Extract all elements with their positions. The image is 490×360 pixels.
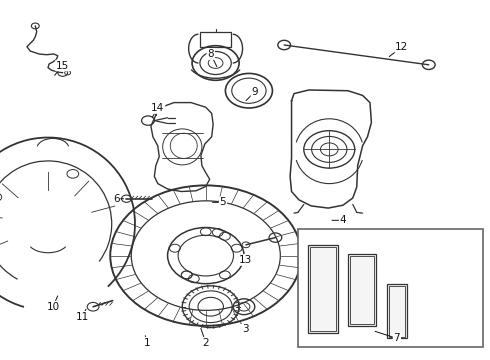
Text: 6: 6 (113, 194, 120, 204)
Bar (310, 247, 336, 331)
Text: 2: 2 (202, 338, 209, 348)
Text: 1: 1 (144, 338, 150, 348)
Text: 10: 10 (47, 302, 59, 312)
Bar (350, 256, 374, 324)
Text: 13: 13 (238, 255, 252, 265)
Bar (389, 286, 405, 337)
Text: 12: 12 (395, 42, 409, 52)
Text: 8: 8 (207, 49, 214, 59)
Text: 4: 4 (340, 215, 346, 225)
Text: 7: 7 (393, 333, 400, 343)
Bar (298, 229, 483, 347)
Bar (348, 254, 376, 326)
Bar (200, 32, 231, 47)
Text: 11: 11 (75, 312, 89, 322)
Bar (387, 284, 407, 338)
Text: 3: 3 (242, 324, 248, 334)
Text: 9: 9 (251, 87, 258, 97)
Text: 14: 14 (151, 103, 165, 113)
Bar (308, 245, 338, 333)
Text: 5: 5 (220, 197, 226, 207)
Text: 15: 15 (56, 60, 70, 71)
